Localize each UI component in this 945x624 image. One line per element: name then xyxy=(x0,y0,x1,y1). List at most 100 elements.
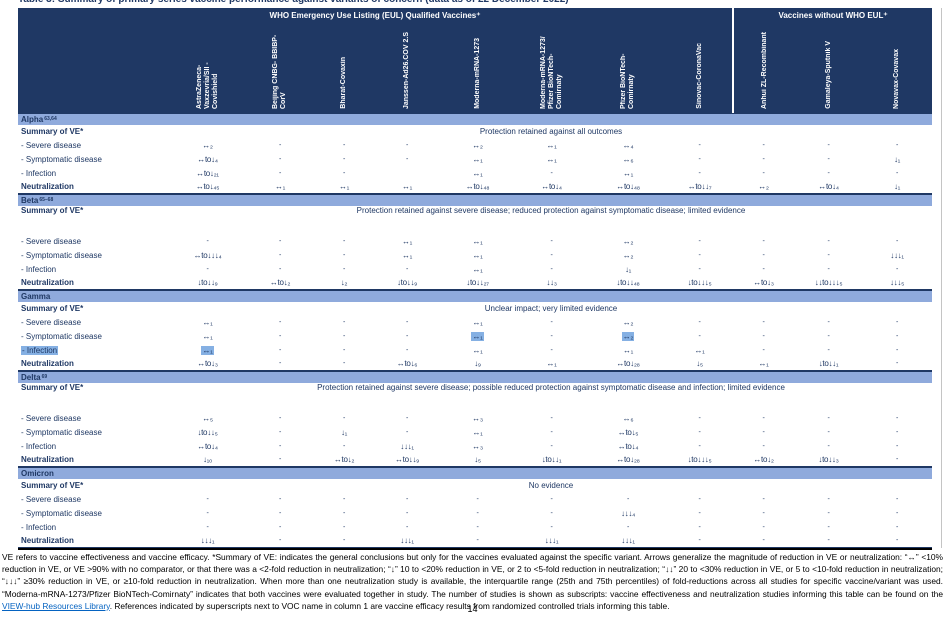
value-cell: - xyxy=(206,509,209,517)
footnote: VE refers to vaccine effectiveness and v… xyxy=(2,551,943,612)
variant-band: Alpha 63,64 xyxy=(18,113,932,125)
value-cell: - xyxy=(342,318,346,326)
value-cell: - xyxy=(476,495,479,503)
value-cell: ↔to↓₅ xyxy=(617,427,639,437)
value-cell: - xyxy=(698,141,701,149)
value-cell: ↔₁ xyxy=(472,317,483,327)
value-cell: ↔₁ xyxy=(622,168,634,178)
value-cell: ↔₅ xyxy=(202,413,213,423)
value-cell: - xyxy=(827,495,830,503)
row-label-severe: - Severe disease xyxy=(21,413,82,423)
value-cell: - xyxy=(827,155,830,163)
value-cell: - xyxy=(762,251,765,259)
value-cell: ↔to↓₃ xyxy=(732,276,795,290)
value-cell: ↔₂ xyxy=(589,329,667,343)
value-cell: - xyxy=(762,265,765,273)
value-cell: ↓↓↓₁ xyxy=(400,441,414,451)
page-edge-line xyxy=(941,8,942,548)
variant-band: Gamma xyxy=(18,290,932,302)
summary-text: Protection retained against severe disea… xyxy=(317,383,785,392)
column-header-label: Janssen-Ad26.COV 2.S xyxy=(403,31,410,109)
vaccine-performance-table: WHO Emergency Use Listing (EUL) Qualifie… xyxy=(18,8,932,550)
column-header-label: Sinovac-CoronaVac xyxy=(695,43,703,109)
value-cell: - xyxy=(405,332,409,340)
value-cell: ↔to↓₄ xyxy=(795,180,862,194)
value-cell: ↔to↓↓₇ xyxy=(667,180,732,194)
value-cell: - xyxy=(550,332,553,340)
value-cell: - xyxy=(895,318,899,326)
value-cell: - xyxy=(795,534,862,548)
value-cell: - xyxy=(278,237,282,245)
value-cell: - xyxy=(762,346,765,354)
value-cell: ↓to↓↓₄₈ xyxy=(589,276,667,290)
value-cell: ↔₄ xyxy=(622,140,634,150)
value-cell: - xyxy=(762,495,765,503)
value-cell: - xyxy=(342,442,346,450)
row-label-summary: Summary of VE* xyxy=(21,127,84,136)
value-cell: - xyxy=(206,523,209,531)
value-cell: - xyxy=(827,332,830,340)
value-cell: - xyxy=(405,318,409,326)
value-cell: - xyxy=(895,346,899,354)
value-cell: - xyxy=(895,442,899,450)
value-cell: ↔₁ xyxy=(514,357,589,371)
value-cell: ↔to↓₄₈ xyxy=(589,180,667,194)
value-cell: - xyxy=(762,509,765,517)
value-cell: ↓↓to↓↓↓₅ xyxy=(795,276,862,290)
column-header: Beijing CNBG- BBIBP-CorV xyxy=(245,22,315,113)
value-cell: - xyxy=(895,414,899,422)
value-cell: - xyxy=(626,495,630,503)
value-cell: - xyxy=(342,523,346,531)
selected-value: ↔₁ xyxy=(201,345,214,355)
value-cell: - xyxy=(895,428,899,436)
value-cell: - xyxy=(827,428,830,436)
value-cell: ↓to↓↓↓₅ xyxy=(667,453,732,467)
value-cell: - xyxy=(827,523,830,531)
value-cell: ↔₁ xyxy=(546,140,557,150)
value-cell: - xyxy=(550,237,553,245)
value-cell: - xyxy=(762,237,765,245)
value-cell: - xyxy=(550,495,553,503)
value-cell: - xyxy=(827,414,830,422)
value-cell: ↔to↓₂₈ xyxy=(589,453,667,467)
row-label-neutralization: Neutralization xyxy=(18,357,170,371)
variant-refs: 63,64 xyxy=(44,116,57,122)
value-cell: - xyxy=(762,414,765,422)
value-cell: ↔to↓₄₅ xyxy=(170,180,245,194)
value-cell: - xyxy=(278,155,282,163)
value-cell: ↓₁ xyxy=(624,264,632,274)
value-cell: - xyxy=(762,318,765,326)
row-label-infection: - Infection xyxy=(21,264,57,274)
view-hub-link[interactable]: VIEW-hub Resources Library xyxy=(2,600,110,611)
table-title: Table 3: Summary of primary series vacci… xyxy=(18,0,918,7)
value-cell: - xyxy=(278,346,282,354)
value-cell: - xyxy=(278,332,282,340)
value-cell: ↔₂ xyxy=(732,180,795,194)
column-header-label: Anhui ZL-Recombinant xyxy=(760,32,768,109)
value-cell: ↓to↓↓₁ xyxy=(514,453,589,467)
value-cell: ↔₃ xyxy=(472,413,483,423)
value-cell: ↔to↓₄ xyxy=(514,180,589,194)
value-cell: - xyxy=(550,265,553,273)
value-cell: ↔to↓↓₉ xyxy=(373,453,441,467)
column-header: Gamaleya-Sputnik V xyxy=(795,22,862,113)
value-cell: - xyxy=(342,509,346,517)
variant-band: Beta 65–68 xyxy=(18,194,932,206)
value-cell: ↓₂ xyxy=(315,276,373,290)
value-cell: ↔₁ xyxy=(472,154,483,164)
value-cell: - xyxy=(550,346,553,354)
value-cell: ↓₁ xyxy=(862,180,932,194)
summary-text: Protection retained against severe disea… xyxy=(356,206,746,215)
value-cell: ↔₆ xyxy=(622,413,634,423)
column-header: Moderna-mRNA-1273/ Pfizer BioNTech-Comir… xyxy=(514,22,589,113)
value-cell: - xyxy=(827,141,830,149)
row-label-symptomatic: - Symptomatic disease xyxy=(21,331,102,341)
value-cell: - xyxy=(206,265,209,273)
value-cell: ↔₁ xyxy=(315,180,373,194)
value-cell: - xyxy=(895,332,899,340)
value-cell: - xyxy=(245,453,315,467)
value-cell: ↔₁ xyxy=(202,331,213,341)
value-cell: - xyxy=(405,495,409,503)
value-cell: - xyxy=(698,428,701,436)
value-cell: - xyxy=(550,251,553,259)
